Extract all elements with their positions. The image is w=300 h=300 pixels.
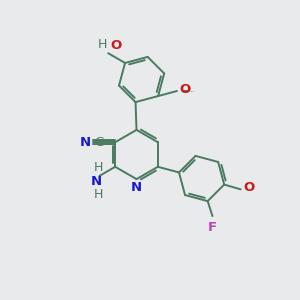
Text: O: O <box>110 39 122 52</box>
Text: O: O <box>179 83 191 96</box>
Text: H: H <box>98 38 107 51</box>
Text: C: C <box>95 136 104 149</box>
Text: N: N <box>131 181 142 194</box>
Text: H: H <box>93 188 103 201</box>
Text: Methyl: Methyl <box>190 90 195 92</box>
Text: N: N <box>80 136 91 149</box>
Text: N: N <box>90 175 102 188</box>
Text: F: F <box>208 220 217 234</box>
Text: H: H <box>93 161 103 174</box>
Text: O: O <box>244 182 255 194</box>
